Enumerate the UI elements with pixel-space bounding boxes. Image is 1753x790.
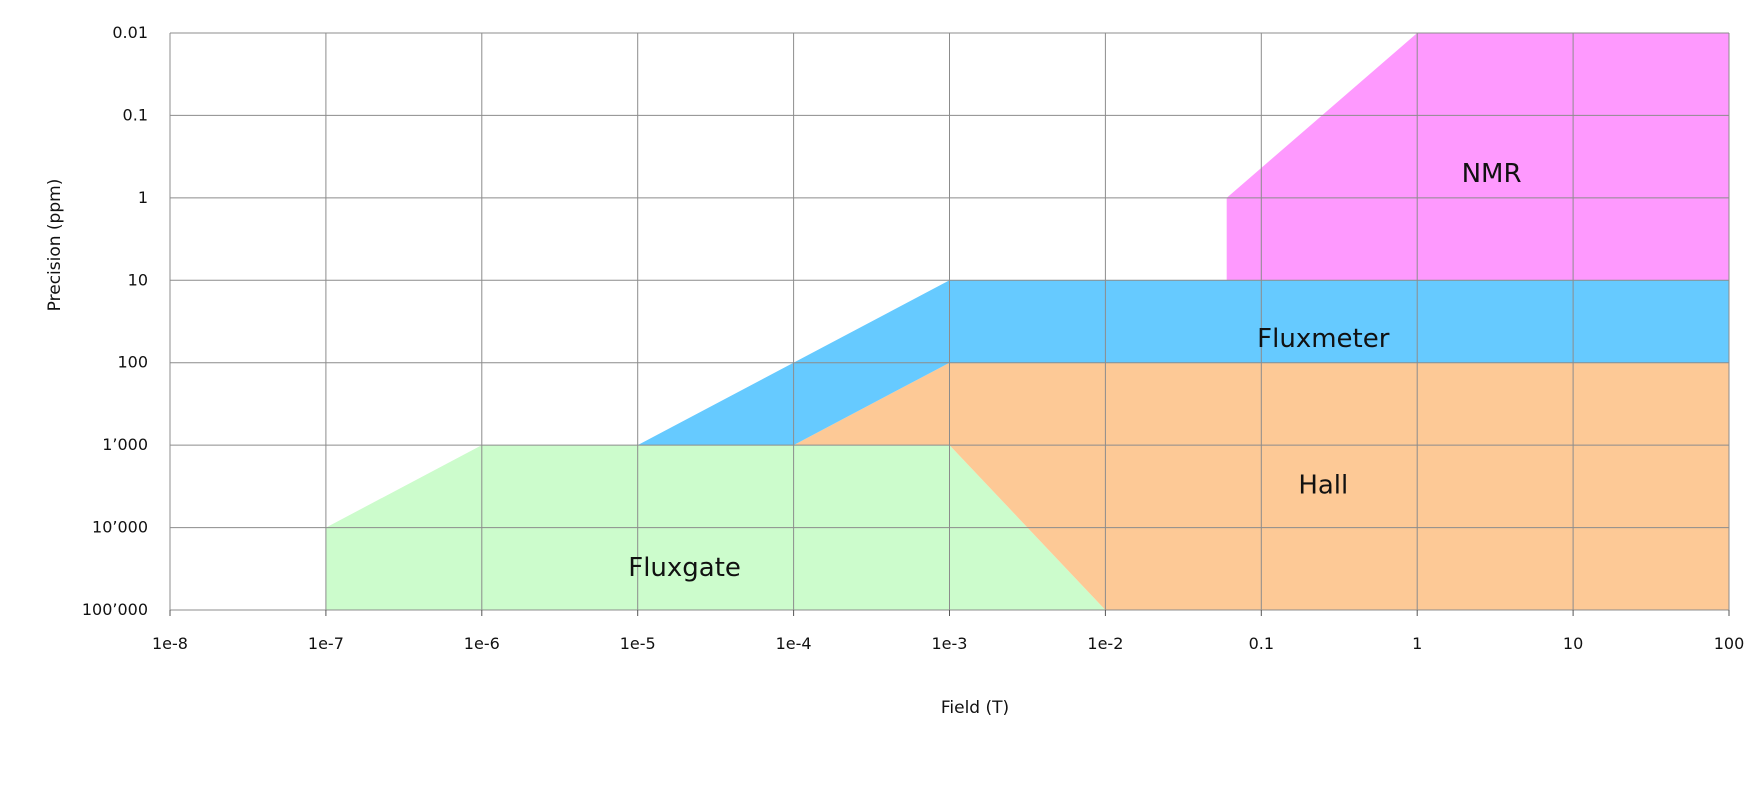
x-tick-label: 1e-7 — [308, 634, 344, 653]
y-tick-label: 10 — [128, 270, 148, 289]
y-tick-label: 100’000 — [82, 600, 148, 619]
region-labels-layer: Fluxgate Hall Fluxmeter NMR — [628, 159, 1521, 583]
grid-layer — [169, 32, 1730, 611]
x-tick-label: 10 — [1563, 634, 1583, 653]
region-label-nmr: NMR — [1462, 159, 1522, 189]
y-tick-label: 0.1 — [123, 105, 148, 124]
ticks-layer: 1e-8 1e-7 1e-6 1e-5 1e-4 1e-3 1e-2 0.1 1 10 100 0.0… — [82, 23, 1744, 653]
x-tick-label: 100 — [1714, 634, 1745, 653]
y-tick-label: 10’000 — [92, 518, 148, 537]
region-label-hall: Hall — [1298, 471, 1348, 501]
x-tick-label: 1 — [1412, 634, 1422, 653]
region-label-fluxmeter: Fluxmeter — [1257, 324, 1390, 354]
y-tick-label: 100 — [117, 353, 148, 372]
region-label-fluxgate: Fluxgate — [628, 553, 741, 583]
x-tick-label: 0.1 — [1249, 634, 1274, 653]
region-nmr — [1226, 33, 1729, 281]
y-tick-label: 0.01 — [112, 23, 148, 42]
x-tick-label: 1e-8 — [152, 634, 188, 653]
y-tick-label: 1’000 — [102, 435, 148, 454]
x-tick-label: 1e-5 — [620, 634, 656, 653]
x-tick-label: 1e-4 — [776, 634, 812, 653]
x-tick-label: 1e-3 — [932, 634, 968, 653]
x-axis-title: Field (T) — [941, 698, 1009, 718]
regions-layer — [325, 33, 1730, 610]
x-tick-label: 1e-6 — [464, 634, 500, 653]
y-axis-title: Precision (ppm) — [45, 179, 65, 312]
y-tick-label: 1 — [138, 188, 148, 207]
x-tick-label: 1e-2 — [1087, 634, 1123, 653]
